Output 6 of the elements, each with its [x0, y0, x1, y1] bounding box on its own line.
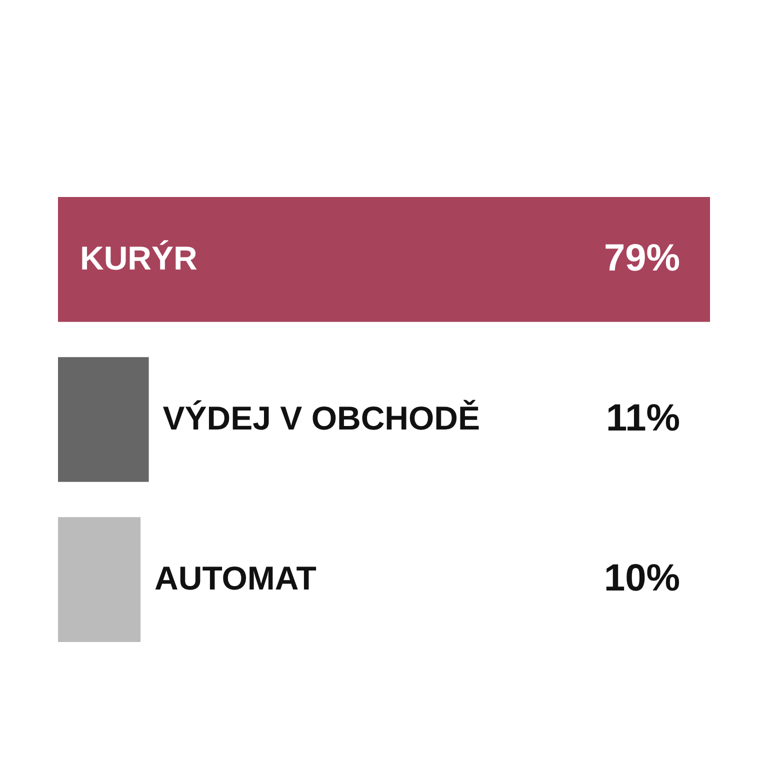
data-label: 10% — [604, 558, 680, 600]
data-label: 11% — [606, 398, 680, 440]
y-tick-label: KURÝR — [80, 239, 198, 276]
y-tick-label: VÝDEJ V OBCHODĚ — [162, 400, 480, 436]
data-label: 79% — [604, 237, 680, 280]
y-tick-label: AUTOMAT — [154, 560, 316, 597]
